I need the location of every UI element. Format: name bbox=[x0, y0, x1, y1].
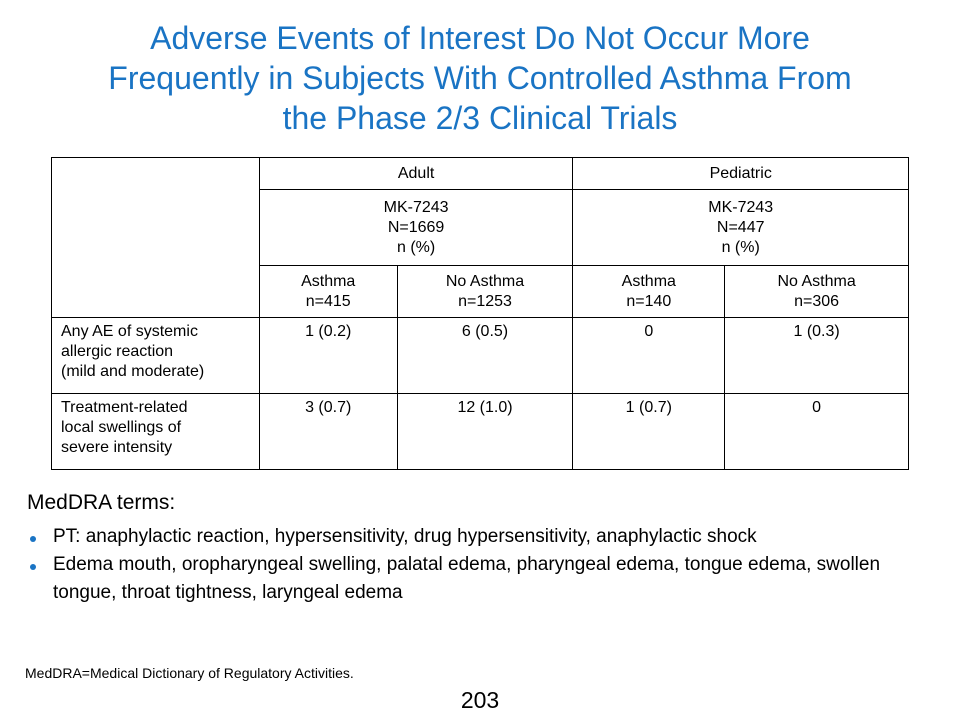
subgroup-n: n=1253 bbox=[458, 292, 512, 310]
subgroup-header: No Asthma n=306 bbox=[724, 265, 909, 318]
row-label-line: Treatment-related bbox=[61, 399, 188, 416]
subgroup-name: Asthma bbox=[301, 272, 356, 290]
list-item-text: Edema mouth, oropharyngeal swelling, pal… bbox=[53, 554, 881, 603]
meddra-terms-list: PT: anaphylactic reaction, hypersensitiv… bbox=[27, 523, 927, 607]
page-number: 203 bbox=[460, 687, 500, 713]
row-label-line: (mild and moderate) bbox=[61, 363, 205, 380]
row-label-line: Any AE of systemic bbox=[61, 323, 198, 340]
adverse-events-table: Adult Pediatric MK-7243 N=1669 n (%) MK-… bbox=[51, 157, 909, 470]
group-header-pediatric: Pediatric bbox=[572, 157, 909, 190]
subgroup-name: Asthma bbox=[621, 272, 676, 290]
group-header-adult: Adult bbox=[258, 157, 574, 190]
table-cell: 1 (0.7) bbox=[572, 393, 726, 470]
subgroup-n: n=140 bbox=[626, 292, 672, 310]
subgroup-name: No Asthma bbox=[777, 272, 856, 290]
table-row: Treatment-related local swellings of sev… bbox=[51, 393, 909, 470]
footnote: MedDRA=Medical Dictionary of Regulatory … bbox=[25, 665, 354, 681]
row-label: Treatment-related local swellings of sev… bbox=[51, 393, 260, 470]
table-corner-cell bbox=[51, 157, 260, 318]
subgroup-name: No Asthma bbox=[445, 272, 525, 290]
subgroup-header: No Asthma n=1253 bbox=[396, 265, 574, 318]
subgroup-header: Asthma n=415 bbox=[258, 265, 398, 318]
table-cell: 12 (1.0) bbox=[396, 393, 574, 470]
bullet-icon bbox=[30, 536, 36, 542]
title-line: Adverse Events of Interest Do Not Occur … bbox=[150, 20, 810, 56]
list-item: Edema mouth, oropharyngeal swelling, pal… bbox=[27, 551, 927, 607]
table-cell: 1 (0.3) bbox=[724, 317, 909, 394]
table-cell: 0 bbox=[724, 393, 909, 470]
table-cell: 3 (0.7) bbox=[258, 393, 398, 470]
bullet-icon bbox=[30, 564, 36, 570]
subgroup-header: Asthma n=140 bbox=[572, 265, 726, 318]
table-cell: 1 (0.2) bbox=[258, 317, 398, 394]
treatment-header-adult: MK-7243 N=1669 n (%) bbox=[258, 189, 574, 266]
table-cell: 0 bbox=[572, 317, 726, 394]
row-label: Any AE of systemic allergic reaction (mi… bbox=[51, 317, 260, 394]
row-label-line: local swellings of bbox=[61, 419, 182, 436]
list-item-text: PT: anaphylactic reaction, hypersensitiv… bbox=[53, 526, 757, 547]
table-row: Any AE of systemic allergic reaction (mi… bbox=[51, 317, 909, 394]
meddra-heading: MedDRA terms: bbox=[27, 491, 176, 514]
subgroup-n: n=415 bbox=[305, 292, 351, 310]
treatment-name: MK-7243 bbox=[708, 198, 774, 216]
treatment-unit: n (%) bbox=[721, 238, 760, 256]
treatment-unit: n (%) bbox=[396, 238, 436, 256]
treatment-n: N=447 bbox=[716, 218, 765, 236]
list-item: PT: anaphylactic reaction, hypersensitiv… bbox=[27, 523, 927, 551]
row-label-line: severe intensity bbox=[61, 439, 173, 456]
title-line: the Phase 2/3 Clinical Trials bbox=[282, 100, 678, 136]
treatment-header-pediatric: MK-7243 N=447 n (%) bbox=[572, 189, 909, 266]
title-line: Frequently in Subjects With Controlled A… bbox=[108, 60, 852, 96]
subgroup-n: n=306 bbox=[794, 292, 840, 310]
treatment-name: MK-7243 bbox=[383, 198, 449, 216]
slide-title: Adverse Events of Interest Do Not Occur … bbox=[30, 18, 930, 138]
table-cell: 6 (0.5) bbox=[396, 317, 574, 394]
row-label-line: allergic reaction bbox=[61, 343, 174, 360]
treatment-n: N=1669 bbox=[387, 218, 445, 236]
